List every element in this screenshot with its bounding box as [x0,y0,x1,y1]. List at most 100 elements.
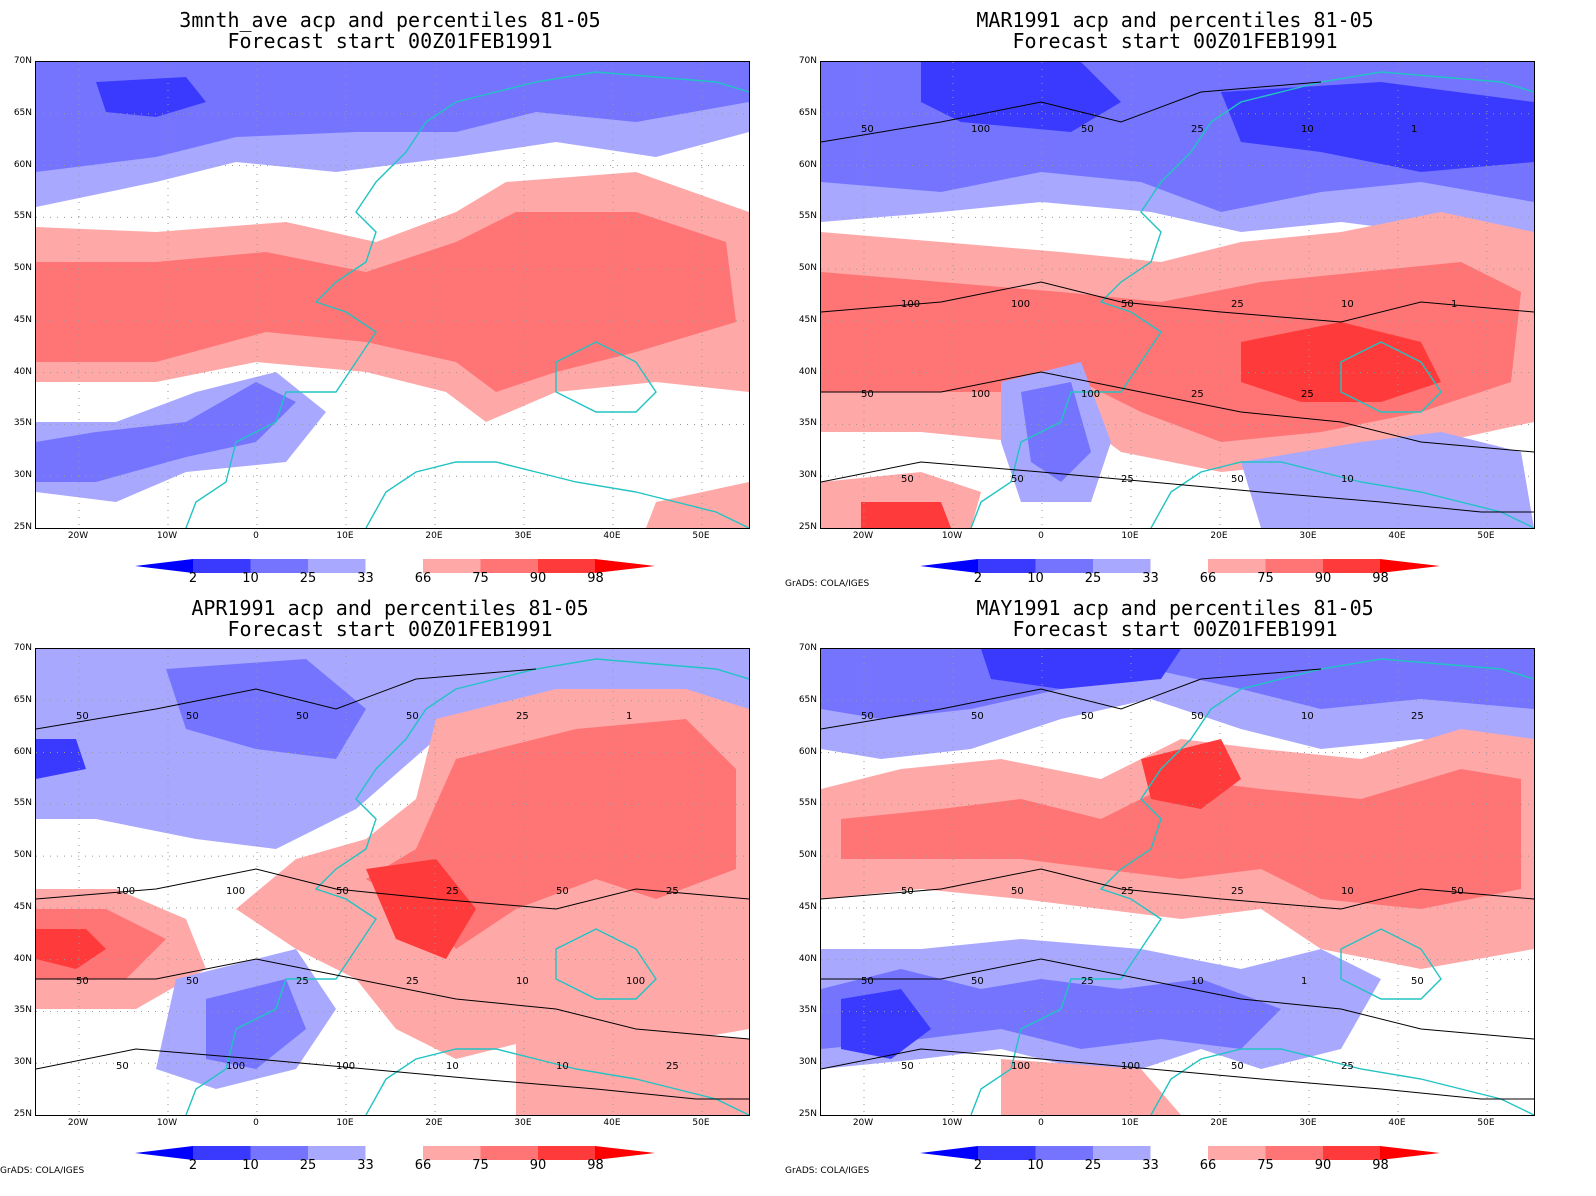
lat-tick-label: 70N [798,643,817,653]
lon-tick-label: 20W [852,1118,874,1128]
contour-label: 50 [901,886,914,897]
colorbar [135,559,655,573]
contour-label: 50 [406,711,419,722]
contour-label: 25 [1081,976,1094,987]
colorbar-segment [1323,559,1381,573]
contour-label: 50 [336,886,349,897]
colorbar-label: 98 [587,571,604,586]
lon-tick-label: 30E [1299,1118,1317,1128]
contour-label: 100 [116,886,135,897]
percentile-region [861,502,951,528]
contour-line [36,668,537,730]
percentile-region [366,859,476,959]
contour-label: 100 [901,299,920,310]
colorbar-segment [193,559,251,573]
colorbar-label: 75 [472,1158,489,1173]
lat-tick-label: 25N [798,522,817,532]
coastline [185,71,749,528]
colorbar-segment [1035,559,1093,573]
colorbar-segment [480,1146,538,1160]
percentile-region [981,649,1181,689]
colorbar-label: 90 [529,1158,547,1173]
lat-tick-label: 25N [798,1109,817,1119]
contour-label: 1 [1411,124,1417,135]
contour-label: 50 [556,886,569,897]
panel-apr1991: APR1991 acp and percentiles 81-05 Foreca… [0,588,790,1188]
contour-label: 10 [516,976,529,987]
contour-label: 25 [516,711,529,722]
lat-tick-label: 30N [798,470,817,481]
map-svg: 50 50 50 50 50 50 50 100 50 25 25 100 50 25 10 50 10 10 1 2… [821,649,1534,1115]
colorbar-label: 2 [188,571,198,586]
lon-tick-label: 50E [1477,531,1495,541]
lat-tick-label: 70N [13,56,32,66]
contour-label: 50 [1191,711,1204,722]
colorbar-label: 66 [1199,571,1217,586]
colorbar [135,1146,655,1160]
panel-mar1991: MAR1991 acp and percentiles 81-05 Foreca… [785,0,1575,590]
lat-tick-label: 45N [798,901,817,912]
contour-line [821,1048,1534,1100]
contour-label: 10 [1341,474,1354,485]
contour-label: 50 [901,1061,914,1072]
percentile-region [1221,82,1534,172]
colorbar-label: 90 [529,571,547,586]
map-svg [36,62,749,528]
contour-label: 50 [861,124,874,135]
colorbar-segment [1265,559,1323,573]
percentile-region [36,929,106,969]
colorbar-segment [365,559,423,573]
contour-label: 50 [971,711,984,722]
colorbar-arrow-left [920,559,978,573]
contour-label: 10 [1191,976,1204,987]
lat-tick-label: 35N [798,1005,817,1016]
lon-tick-label: 20W [67,531,89,541]
contour-label: 25 [296,976,309,987]
lat-tick-label: 30N [13,1057,32,1068]
contour-label: 25 [1191,124,1204,135]
colorbar-segment [1035,1146,1093,1160]
contour-label: 50 [861,976,874,987]
lat-tick-label: 30N [798,1057,817,1068]
colorbar-label: 98 [1372,571,1389,586]
contour-label: 100 [971,124,990,135]
contour-label: 50 [1231,474,1244,485]
lat-tick-label: 55N [13,798,32,809]
contour-line [821,281,1534,323]
colorbar-label: 75 [1257,571,1274,586]
colorbar-segment [1323,1146,1381,1160]
lon-tick-label: 20E [425,1118,443,1128]
contour-label: 25 [1341,1061,1354,1072]
lon-tick-label: 20E [1210,531,1228,541]
contour-label: 10 [556,1061,569,1072]
contour-label: 100 [1011,1061,1030,1072]
percentile-region [1021,382,1091,482]
lat-tick-label: 50N [798,850,817,861]
lat-tick-label: 50N [13,850,32,861]
map-mar1991: 50 100 50 50 100 100 100 50 50 50 100 25 25 25 25 50 10 1… [820,61,1535,529]
grads-credit: GrADS: COLA/IGES [0,1166,85,1176]
contour-label: 10 [1301,124,1314,135]
lon-tick-label: 10W [156,531,178,541]
contour-label: 25 [406,976,419,987]
contour-label: 10 [1301,711,1314,722]
grads-credit: GrADS: COLA/IGES [785,1166,870,1176]
contour-label: 50 [1411,976,1424,987]
contour-label: 50 [861,711,874,722]
contour-label: 50 [1081,711,1094,722]
contour-label: 50 [971,976,984,987]
percentile-region [821,969,1281,1049]
panel-title-line2: Forecast start 00Z01FEB1991 [227,617,553,641]
colorbar [920,559,1440,573]
lon-tick-label: 0 [1038,1118,1044,1128]
colorbar-segment [423,1146,481,1160]
panel-title-line1: APR1991 acp and percentiles 81-05 [191,596,589,620]
colorbar-label: 25 [299,571,317,586]
contour-label: 1 [1451,299,1457,310]
lon-tick-label: 10W [941,531,963,541]
contour-label: 50 [76,711,89,722]
contour-label: 100 [336,1061,355,1072]
colorbar-arrow-left [920,1146,978,1160]
contour-label: 25 [1231,299,1244,310]
colorbar-label: 90 [1314,571,1332,586]
